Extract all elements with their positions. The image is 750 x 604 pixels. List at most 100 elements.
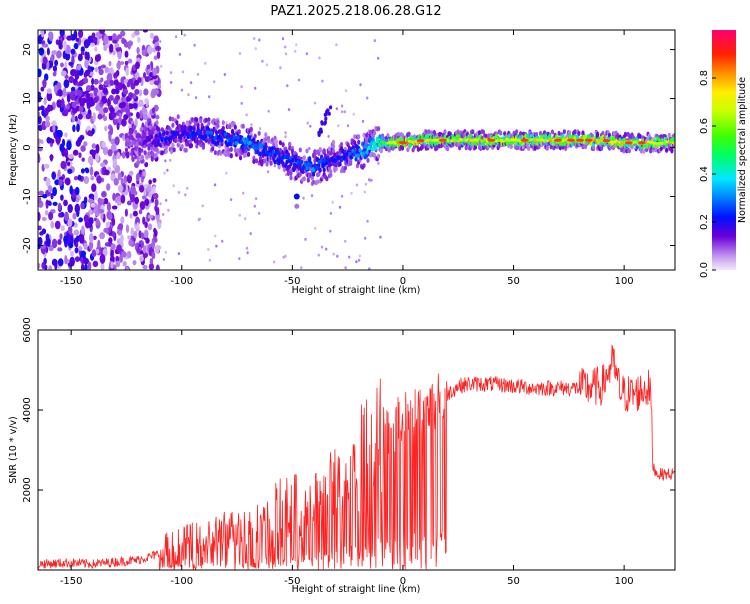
heatmap-cell — [286, 171, 290, 177]
heatmap-cell — [573, 129, 577, 135]
heatmap-cell — [70, 94, 76, 101]
heatmap-cell — [67, 168, 73, 174]
heatmap-cell — [618, 143, 622, 148]
heatmap-cell — [281, 142, 285, 148]
heatmap-cell — [97, 197, 102, 204]
heatmap-cell — [62, 87, 67, 98]
heatmap-cell — [623, 132, 628, 138]
heatmap-cell — [125, 266, 129, 270]
heatmap-cell — [89, 71, 94, 77]
heatmap-cell — [118, 223, 124, 231]
heatmap-cell — [112, 158, 118, 167]
heatmap-cell — [149, 71, 153, 78]
heatmap-cell — [331, 200, 334, 204]
heatmap-cell — [146, 64, 151, 70]
heatmap-cell — [322, 148, 326, 154]
heatmap-cell — [273, 164, 276, 168]
heatmap-cell — [487, 138, 496, 142]
heatmap-cell — [148, 262, 155, 270]
heatmap-cell — [132, 102, 138, 109]
heatmap-cell — [665, 147, 669, 153]
x-tick-label: -150 — [60, 576, 83, 587]
heatmap-cell — [340, 110, 344, 114]
heatmap-cell — [180, 88, 184, 92]
heatmap-cell — [142, 30, 149, 33]
heatmap-cell — [240, 101, 243, 105]
y-tick-label: 10 — [22, 92, 33, 105]
heatmap-cell — [117, 184, 124, 193]
heatmap-cell — [642, 148, 646, 154]
heatmap-cell — [164, 148, 168, 154]
heatmap-cell — [56, 99, 63, 108]
heatmap-cell — [347, 152, 351, 157]
heatmap-cell — [116, 200, 121, 206]
heatmap-cell — [305, 52, 309, 56]
heatmap-cell — [92, 112, 96, 122]
heatmap-cell — [377, 142, 382, 148]
heatmap-cell — [94, 66, 99, 73]
heatmap-cell — [159, 40, 162, 43]
heatmap-cell — [188, 134, 192, 139]
heatmap-cell — [325, 176, 329, 182]
heatmap-cell — [323, 112, 327, 117]
heatmap-cell — [167, 208, 170, 212]
heatmap-cell — [42, 43, 49, 48]
heatmap-cell — [248, 140, 252, 145]
heatmap-cell — [196, 72, 200, 76]
heatmap-cell — [264, 132, 268, 138]
heatmap-cell — [305, 148, 309, 154]
heatmap-cell — [160, 127, 164, 132]
heatmap-cell — [377, 161, 380, 165]
heatmap-cell — [243, 140, 247, 145]
heatmap-cell — [244, 148, 248, 154]
heatmap-cell — [84, 59, 89, 69]
heatmap-cell — [155, 114, 160, 120]
heatmap-cell — [54, 179, 60, 186]
heatmap-cell — [329, 211, 333, 215]
heatmap-cell — [229, 134, 233, 140]
y-tick-label: 20 — [22, 43, 33, 56]
heatmap-cell — [67, 218, 73, 228]
heatmap-cell — [97, 239, 101, 250]
heatmap-cell — [113, 178, 119, 186]
heatmap-cell — [78, 80, 84, 87]
heatmap-cell — [499, 130, 503, 136]
heatmap-cell — [68, 75, 75, 84]
heatmap-cell — [96, 175, 102, 184]
heatmap-cell — [85, 97, 91, 104]
heatmap-cell — [211, 146, 215, 152]
snr-frame — [37, 329, 676, 571]
heatmap-cell — [343, 165, 347, 171]
heatmap-cell — [41, 216, 47, 222]
heatmap-cell — [193, 121, 198, 127]
heatmap-cell — [293, 162, 297, 168]
heatmap-cell — [207, 248, 210, 251]
heatmap-cell — [85, 113, 91, 120]
heatmap-cell — [602, 139, 611, 143]
heatmap-cell — [38, 146, 43, 152]
snr-panel: -150 -100 -50 0 50 100 2000 4000 6000 Height of… — [8, 317, 676, 595]
heatmap-cell — [63, 235, 68, 244]
heatmap-cell — [327, 134, 330, 138]
colorbar-tick-label: 0.2 — [699, 214, 710, 230]
heatmap-cell — [149, 258, 154, 265]
heatmap-cell — [60, 194, 64, 201]
heatmap-cell — [557, 130, 561, 136]
heatmap-cell — [74, 203, 81, 214]
heatmap-cell — [42, 56, 48, 65]
heatmap-cell — [303, 162, 307, 167]
heatmap-cell — [366, 96, 369, 100]
heatmap-cell — [98, 209, 105, 214]
heatmap-cell — [185, 131, 189, 136]
x-tick-label: -100 — [170, 576, 193, 587]
heatmap-cell — [98, 68, 104, 76]
heatmap-cell — [282, 167, 286, 173]
heatmap-cell — [165, 130, 169, 135]
heatmap-cell — [66, 140, 72, 151]
heatmap-cell — [75, 241, 79, 248]
heatmap-cell — [659, 146, 663, 152]
heatmap-cell — [427, 129, 431, 135]
heatmap-cell — [54, 220, 61, 230]
